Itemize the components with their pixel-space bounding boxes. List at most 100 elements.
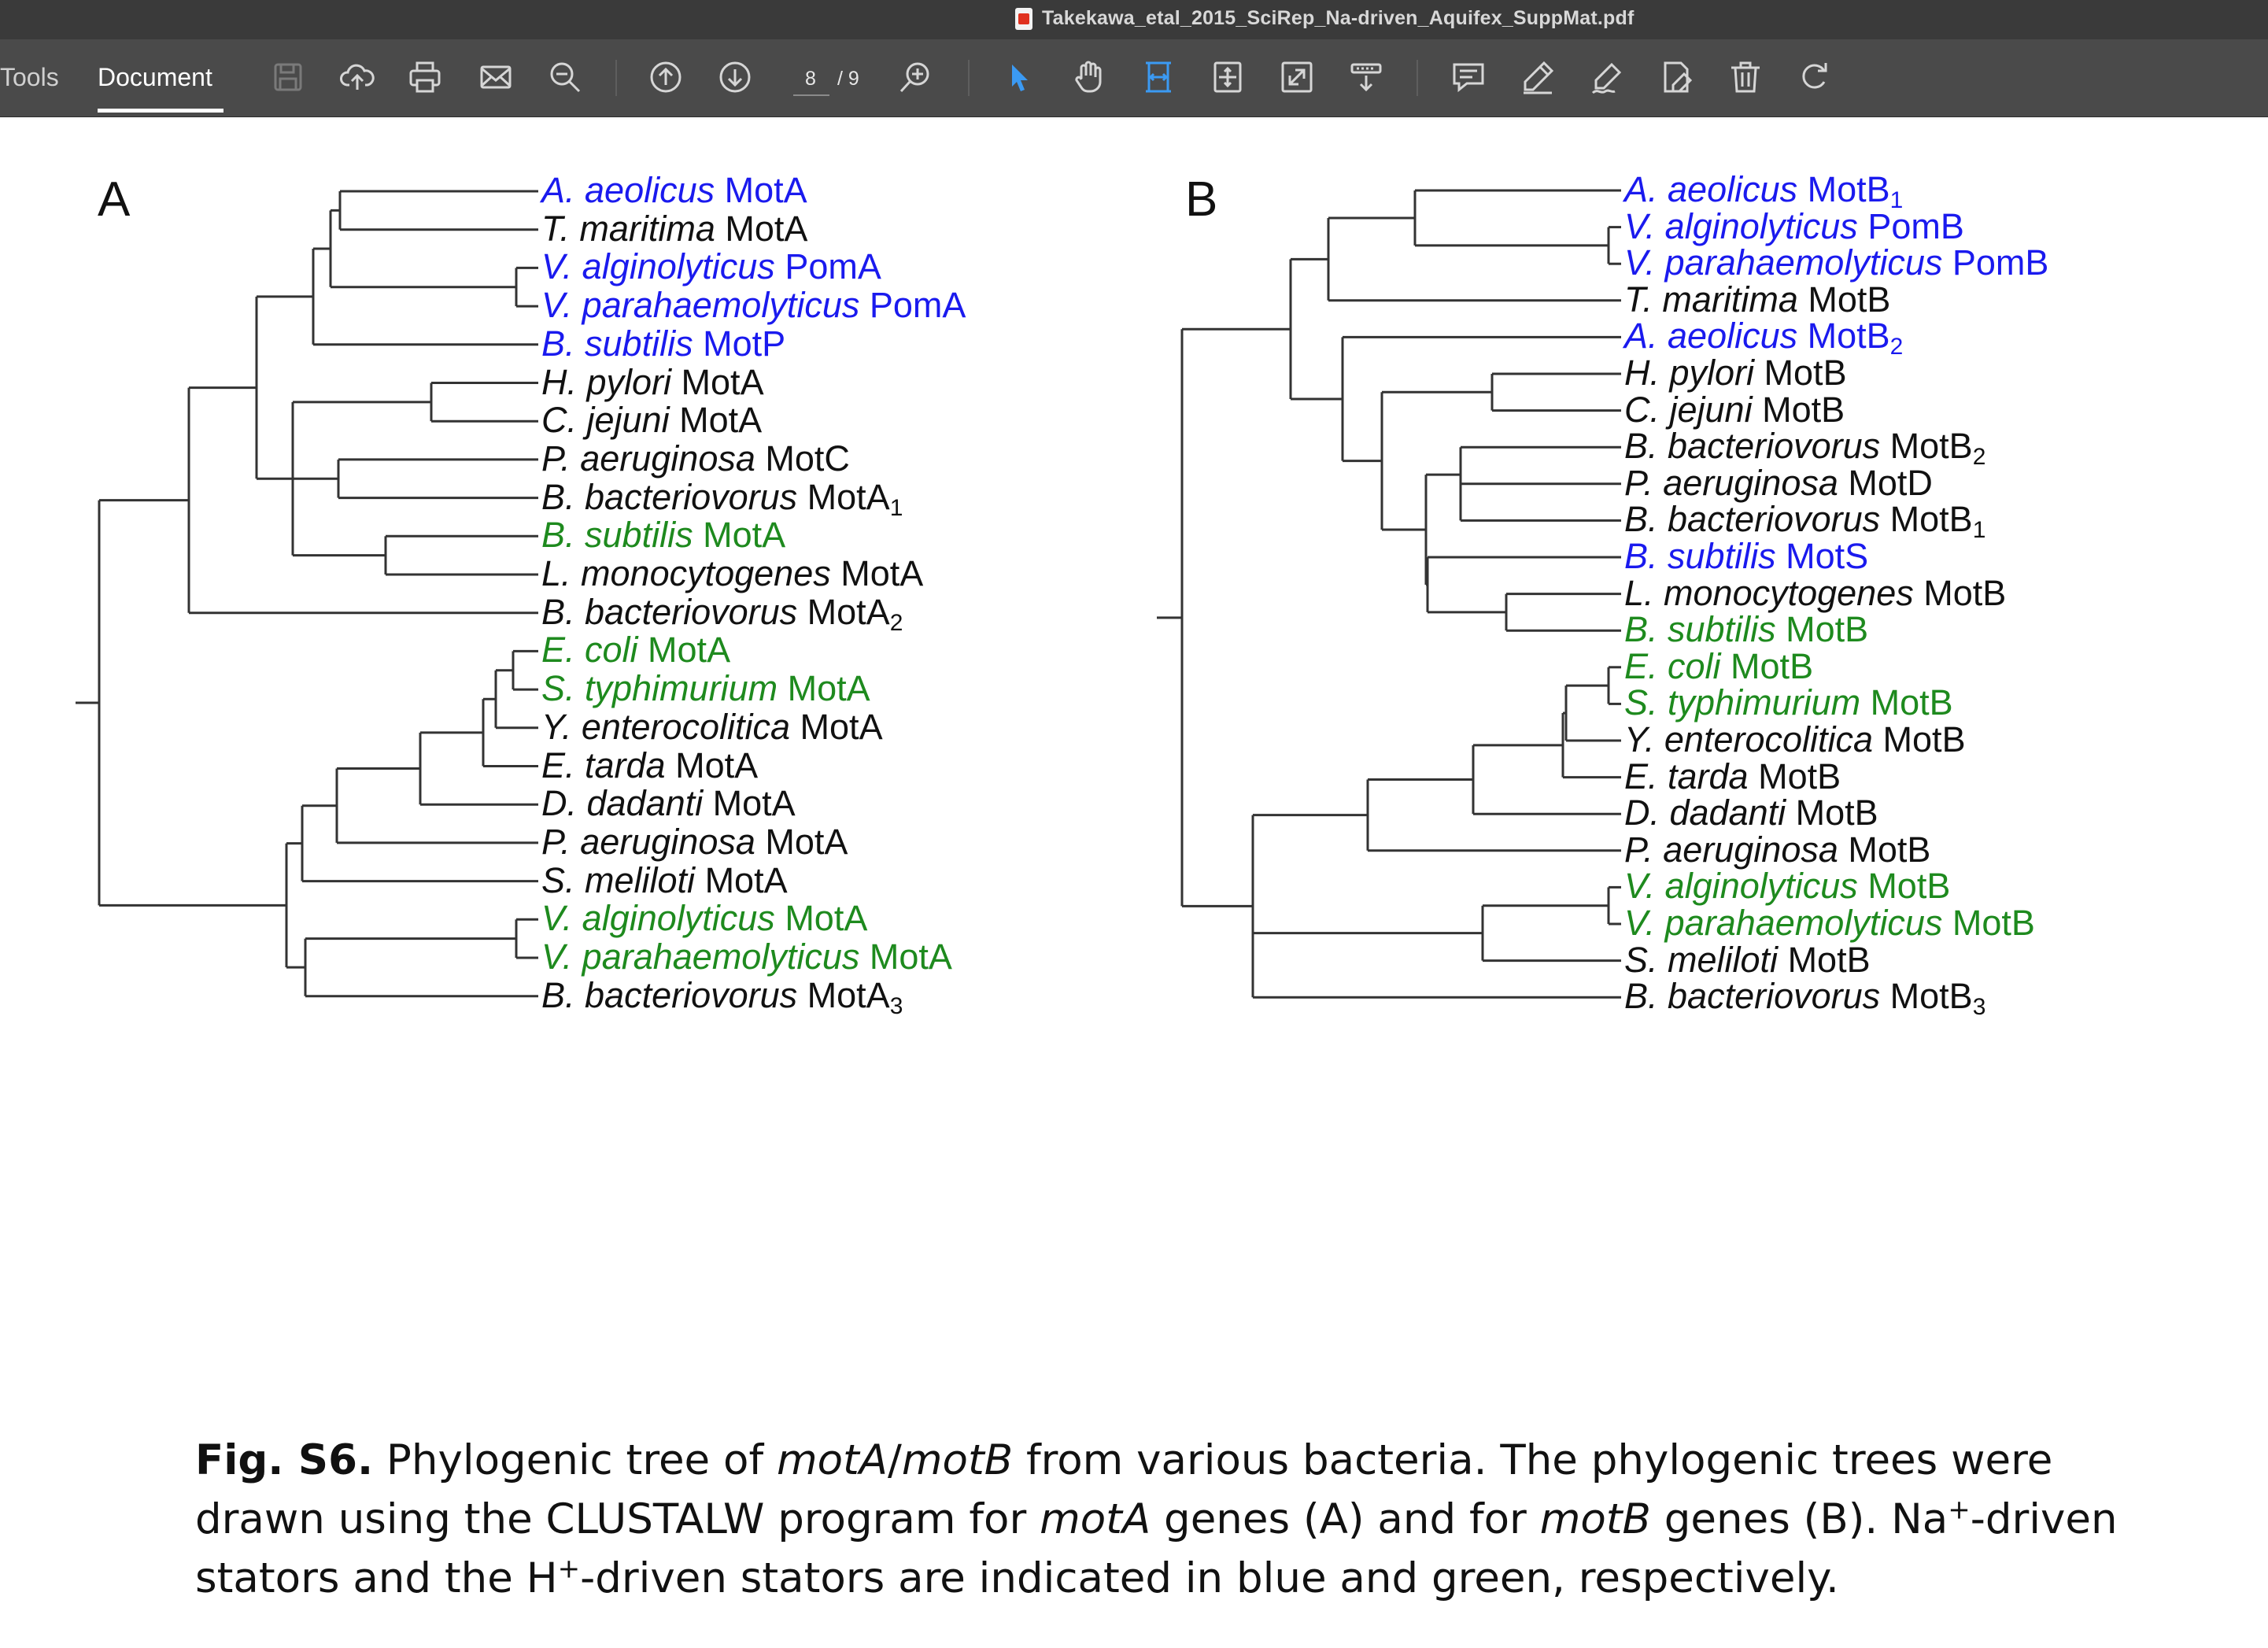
gene-subscript: 1: [889, 494, 903, 521]
toolbar-separator: [615, 60, 617, 96]
leaf-label: B. bacteriovorus MotB2: [1624, 426, 1985, 469]
gene-name: MotA: [797, 476, 890, 517]
caption-text: Phylogenic tree of motA/motB from variou…: [195, 1436, 2118, 1602]
leaf-label: S. meliloti MotB: [1624, 942, 1871, 977]
select-tool-icon[interactable]: [1001, 58, 1039, 96]
edit-icon[interactable]: [1657, 58, 1695, 96]
leaf-label: L. monocytogenes MotB: [1624, 575, 2006, 611]
leaf-label: A. aeolicus MotB1: [1624, 172, 1903, 212]
leaf-label: V. parahaemolyticus MotB: [1624, 905, 2035, 940]
gene-name: MotB: [1873, 719, 1966, 759]
species-name: V. alginolyticus: [1624, 205, 1858, 246]
gene-name: MotC: [755, 438, 850, 479]
gene-name: MotA: [797, 974, 890, 1015]
leaf-label: P. aeruginosa MotB: [1624, 832, 1930, 867]
leaf-label: C. jejuni MotB: [1624, 392, 1845, 427]
gene-name: MotA: [703, 783, 796, 824]
species-name: E. tarda: [1624, 756, 1749, 796]
gene-name: MotA: [715, 208, 808, 249]
gene-name: MotB: [1797, 279, 1891, 320]
zoom-out-icon[interactable]: [546, 58, 584, 96]
toolbar-separator: [1417, 60, 1418, 96]
species-name: D. dadanti: [541, 783, 704, 824]
gene-subscript: 1: [1972, 517, 1986, 544]
species-name: P. aeruginosa: [1624, 462, 1838, 503]
gene-name: MotB: [1838, 829, 1931, 870]
gene-name: MotA: [859, 937, 952, 977]
gene-name: MotB: [1942, 903, 2035, 943]
sign-icon[interactable]: [1588, 58, 1626, 96]
gene-name: MotA: [755, 821, 848, 862]
caption-segment: Phylogenic tree of: [373, 1436, 777, 1484]
read-mode-icon[interactable]: [1347, 58, 1385, 96]
gene-subscript: 3: [889, 992, 903, 1019]
species-name: P. aeruginosa: [541, 438, 755, 479]
leaf-label: Y. enterocolitica MotA: [541, 709, 883, 745]
tab-document[interactable]: Document: [98, 63, 212, 91]
gene-name: MotB: [1880, 976, 1973, 1017]
species-name: C. jejuni: [1624, 389, 1753, 430]
leaf-label: A. aeolicus MotB2: [1624, 316, 1903, 359]
leaf-label: H. pylori MotA: [541, 364, 764, 400]
leaf-label: B. bacteriovorus MotB1: [1624, 499, 1985, 542]
rotate-icon[interactable]: [1796, 58, 1834, 96]
gene-name: MotA: [669, 400, 763, 441]
tab-tools[interactable]: Tools: [0, 63, 59, 91]
leaf-label: B. subtilis MotB: [1624, 612, 1868, 647]
full-screen-icon[interactable]: [1278, 58, 1316, 96]
caption-segment: motA: [776, 1436, 888, 1484]
hand-tool-icon[interactable]: [1070, 58, 1108, 96]
page-down-icon[interactable]: [716, 58, 754, 96]
email-icon[interactable]: [477, 58, 515, 96]
cloud-upload-icon[interactable]: [338, 58, 376, 96]
zoom-in-icon[interactable]: [897, 58, 935, 96]
gene-subscript: 2: [1972, 444, 1986, 471]
leaf-label: L. monocytogenes MotA: [541, 556, 923, 591]
gene-name: MotA: [695, 859, 788, 900]
leaf-label: V. alginolyticus MotA: [541, 900, 867, 936]
species-name: B. bacteriovorus: [1624, 976, 1881, 1017]
species-name: B. subtilis: [541, 515, 693, 556]
leaf-label: B. bacteriovorus MotA1: [541, 476, 903, 520]
gene-name: MotB: [1880, 499, 1973, 540]
comment-icon[interactable]: [1450, 58, 1487, 96]
species-name: A. aeolicus: [541, 170, 715, 210]
gene-name: MotB: [1778, 939, 1871, 980]
gene-name: MotA: [637, 630, 731, 671]
save-icon[interactable]: [269, 58, 307, 96]
tree-b-branches: [1157, 189, 1621, 999]
highlight-icon[interactable]: [1519, 58, 1557, 96]
leaf-label: D. dadanti MotA: [541, 785, 796, 821]
species-name: P. aeruginosa: [541, 821, 755, 862]
gene-name: MotA: [778, 668, 870, 709]
species-name: B. bacteriovorus: [541, 476, 798, 517]
marquee-zoom-icon[interactable]: [1140, 58, 1177, 96]
gene-name: MotA: [715, 170, 807, 210]
leaf-label: V. alginolyticus MotB: [1624, 868, 1950, 903]
panel-a-label: A: [98, 172, 131, 227]
gene-name: PomA: [774, 246, 881, 287]
species-name: A. aeolicus: [1624, 316, 1798, 357]
leaf-label: V. parahaemolyticus PomB: [1624, 245, 2048, 280]
species-name: V. alginolyticus: [541, 898, 775, 939]
gene-name: MotA: [665, 745, 759, 785]
gene-name: PomB: [1942, 242, 2049, 283]
tree-a-branches: [76, 190, 538, 998]
species-name: H. pylori: [1624, 353, 1755, 393]
print-icon[interactable]: [406, 58, 444, 96]
delete-icon[interactable]: [1727, 58, 1764, 96]
gene-name: MotB: [1752, 389, 1845, 430]
species-name: B. bacteriovorus: [1624, 426, 1881, 467]
toolbar-separator: [968, 60, 970, 96]
pdf-file-icon: [1015, 7, 1032, 30]
caption-segment: genes (B). Na: [1650, 1495, 1948, 1543]
total-pages: / 9: [837, 68, 859, 90]
species-name: B. bacteriovorus: [541, 591, 798, 632]
current-page-input[interactable]: 8: [805, 68, 816, 90]
page-up-icon[interactable]: [647, 58, 685, 96]
species-name: S. meliloti: [1624, 939, 1779, 980]
gene-name: MotB: [1880, 426, 1973, 467]
page-number-field[interactable]: 8 / 9: [782, 61, 877, 96]
leaf-label: V. alginolyticus PomB: [1624, 209, 1964, 244]
fit-page-icon[interactable]: [1209, 58, 1247, 96]
